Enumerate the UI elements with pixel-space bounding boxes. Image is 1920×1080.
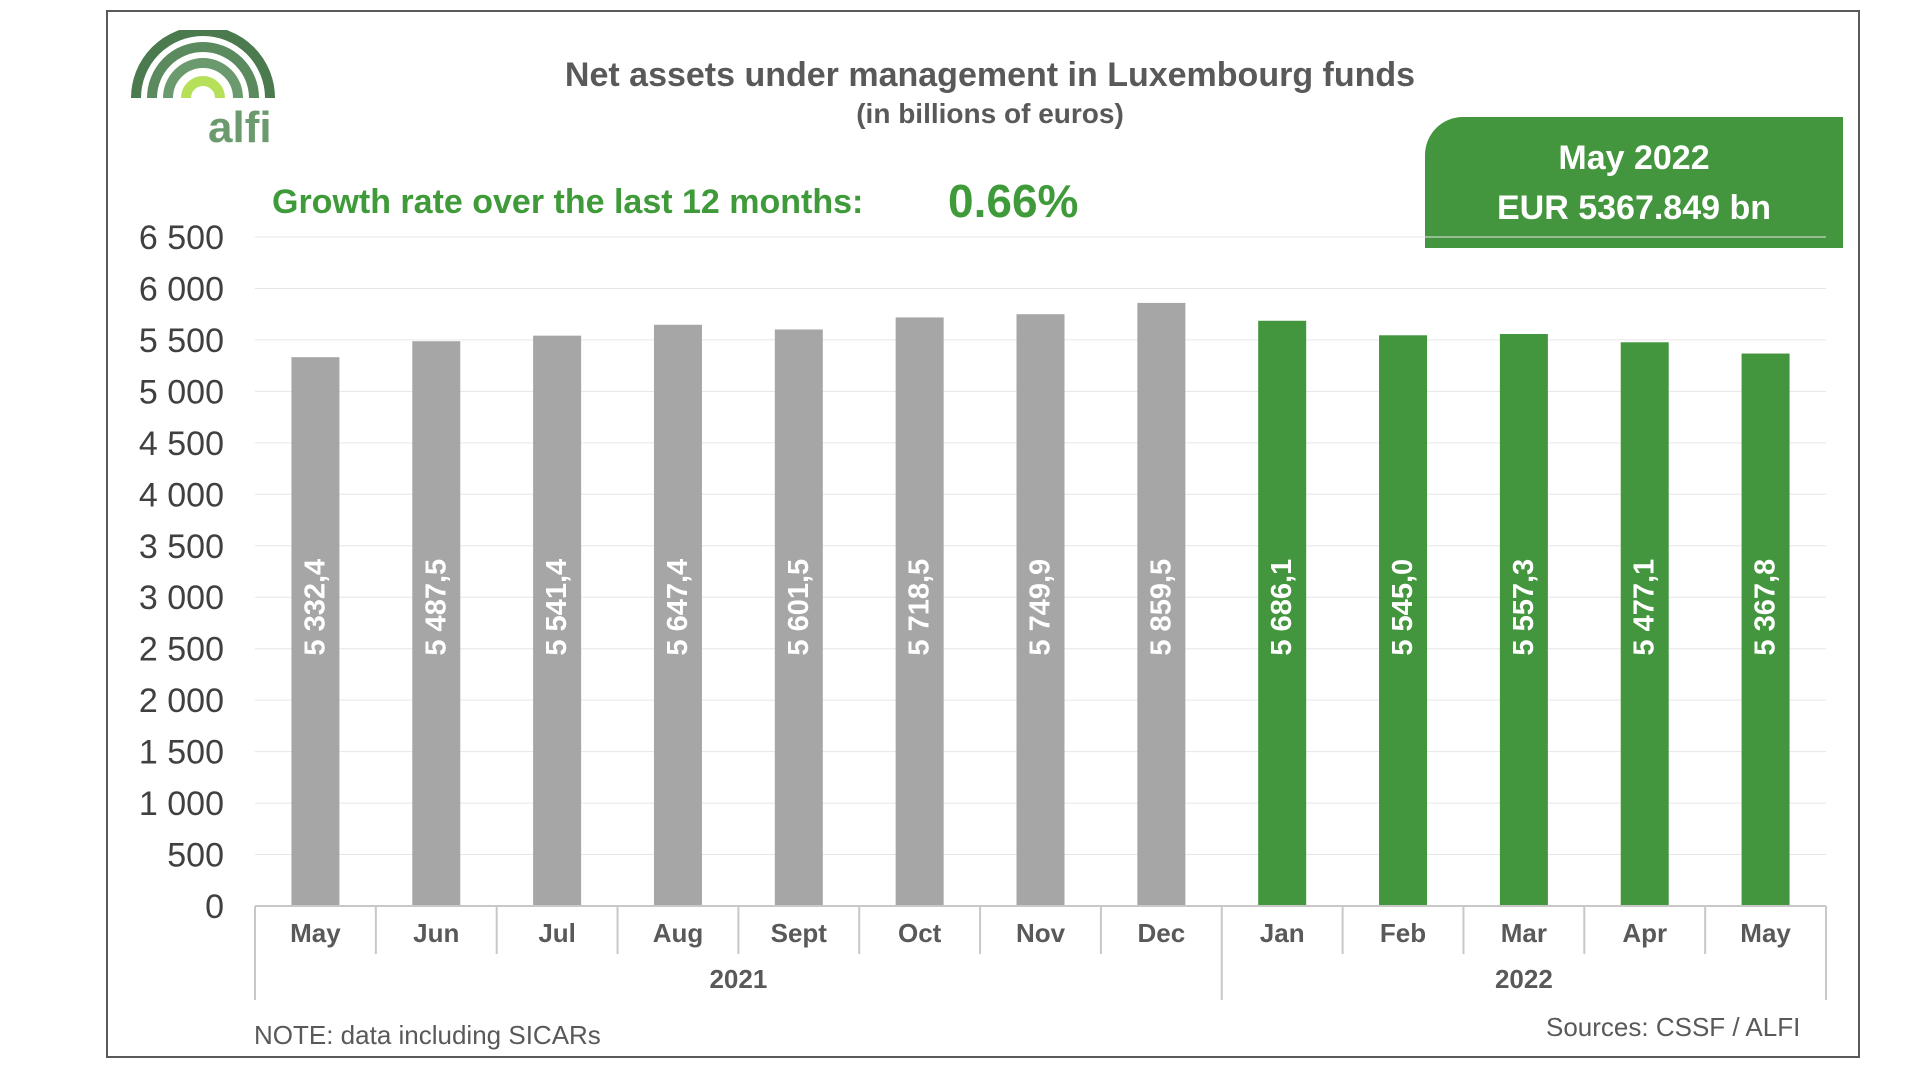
bar-value-label: 5 647,4 bbox=[662, 559, 694, 656]
bar-value-label: 5 487,5 bbox=[420, 559, 452, 656]
x-tick-label: Sept bbox=[771, 918, 828, 948]
chart-title: Net assets under management in Luxembour… bbox=[564, 56, 1416, 94]
sources-note: Sources: CSSF / ALFI bbox=[1546, 1012, 1801, 1042]
x-tick-label: Aug bbox=[653, 918, 704, 948]
x-tick-label: Jan bbox=[1260, 918, 1305, 948]
y-tick-label: 3 000 bbox=[139, 579, 224, 617]
x-tick-label: Apr bbox=[1622, 918, 1667, 948]
y-tick-label: 6 500 bbox=[139, 219, 224, 257]
bar bbox=[291, 357, 340, 906]
bar bbox=[1016, 314, 1065, 906]
bar-value-label: 5 686,1 bbox=[1266, 559, 1298, 656]
bar bbox=[1137, 302, 1186, 906]
callout-amount: EUR 5367.849 bn bbox=[1496, 189, 1772, 227]
year-group-label: 2021 bbox=[709, 964, 767, 994]
x-tick-label: Dec bbox=[1137, 918, 1185, 948]
growth-rate-label: Growth rate over the last 12 months: bbox=[272, 183, 864, 221]
bar bbox=[653, 324, 702, 907]
bar bbox=[774, 329, 823, 906]
x-tick-label: Jun bbox=[413, 918, 459, 948]
latest-value-callout: May 2022 EUR 5367.849 bn bbox=[1425, 117, 1843, 248]
bar-value-label: 5 718,5 bbox=[904, 559, 936, 656]
y-tick-label: 4 500 bbox=[139, 425, 224, 463]
x-tick-label: Feb bbox=[1380, 918, 1426, 948]
bar-value-label: 5 541,4 bbox=[541, 559, 573, 656]
y-tick-label: 3 500 bbox=[139, 528, 224, 566]
bar-value-label: 5 859,5 bbox=[1145, 559, 1177, 656]
y-tick-label: 4 000 bbox=[139, 476, 224, 514]
bar bbox=[895, 317, 944, 906]
callout-date: May 2022 bbox=[1558, 139, 1710, 177]
bar-value-label: 5 477,1 bbox=[1629, 559, 1661, 656]
bar bbox=[1620, 342, 1669, 906]
x-tick-label: Nov bbox=[1016, 918, 1066, 948]
bar bbox=[412, 341, 461, 907]
y-tick-label: 2 500 bbox=[139, 631, 224, 669]
x-tick-label: May bbox=[290, 918, 341, 948]
bar bbox=[533, 335, 582, 906]
chart-subtitle: (in billions of euros) bbox=[856, 98, 1124, 129]
y-tick-label: 0 bbox=[205, 888, 224, 926]
y-tick-label: 500 bbox=[167, 837, 224, 875]
alfi-logo-text: alfi bbox=[208, 103, 272, 145]
bar-value-label: 5 601,5 bbox=[783, 559, 815, 656]
x-tick-label: Mar bbox=[1501, 918, 1547, 948]
bar-value-label: 5 545,0 bbox=[1387, 559, 1419, 656]
bar bbox=[1499, 334, 1548, 906]
footnote: NOTE: data including SICARs bbox=[254, 1020, 601, 1050]
y-tick-label: 1 000 bbox=[139, 785, 224, 823]
bar-value-label: 5 367,8 bbox=[1750, 559, 1782, 656]
bar bbox=[1741, 353, 1790, 906]
x-tick-label: May bbox=[1740, 918, 1791, 948]
alfi-logo: alfi bbox=[131, 30, 275, 145]
bar-value-label: 5 749,9 bbox=[1025, 559, 1057, 656]
x-tick-label: Jul bbox=[538, 918, 576, 948]
y-tick-label: 6 000 bbox=[139, 270, 224, 308]
bar-value-label: 5 557,3 bbox=[1508, 559, 1540, 656]
bar-value-label: 5 332,4 bbox=[299, 559, 331, 656]
y-tick-label: 2 000 bbox=[139, 682, 224, 720]
y-tick-label: 5 500 bbox=[139, 322, 224, 360]
y-tick-label: 1 500 bbox=[139, 734, 224, 772]
y-tick-label: 5 000 bbox=[139, 373, 224, 411]
bar bbox=[1258, 320, 1307, 906]
x-tick-label: Oct bbox=[898, 918, 942, 948]
year-group-label: 2022 bbox=[1495, 964, 1553, 994]
growth-rate-value: 0.66% bbox=[948, 175, 1079, 227]
bar bbox=[1379, 335, 1428, 907]
